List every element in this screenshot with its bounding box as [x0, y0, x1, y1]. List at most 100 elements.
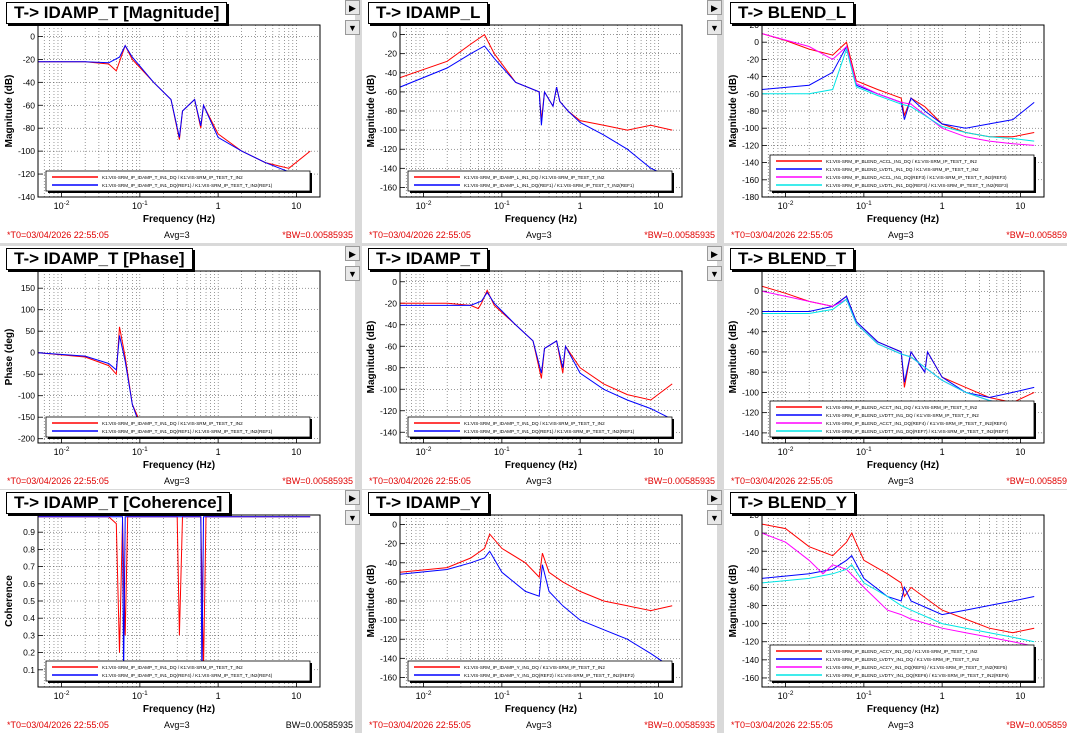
y-tick-label: -100	[742, 619, 759, 629]
series-line-1	[762, 285, 1035, 404]
panel-arrow-right-button[interactable]: ▶	[707, 246, 722, 261]
x-tick-label: 10	[1015, 447, 1025, 457]
series-line-4	[762, 564, 1035, 643]
y-tick-label: 20	[750, 20, 760, 30]
y-tick-label: -150	[18, 412, 35, 422]
plot-panel-p1[interactable]: 0 -20 -40 -60 -80 -100 -120 -140 10-2 10-1 1 10 K1:V…	[0, 0, 355, 243]
y-tick-label: -160	[742, 175, 759, 185]
y-tick-label: -20	[385, 298, 398, 308]
series-line-2	[38, 516, 311, 679]
panel-arrow-right-button[interactable]: ▶	[345, 0, 360, 15]
footer-bw: *BW=0.00585935	[644, 476, 715, 486]
chart-svg: 0.1 0.2 0.3 0.4 0.5 0.6 0.7 0.8 0.9 10-2 10-1 1 10 K1…	[4, 514, 321, 715]
y-tick-label: -120	[742, 408, 759, 418]
x-tick-label: 1	[578, 691, 583, 701]
y-tick-label: -40	[385, 558, 398, 568]
y-tick-label: -50	[23, 369, 36, 379]
y-tick-label: -140	[380, 653, 397, 663]
series-group	[400, 33, 673, 179]
x-axis-label: Frequency (Hz)	[143, 214, 215, 225]
y-tick-label: -80	[385, 106, 398, 116]
y-tick-label: -20	[747, 546, 760, 556]
panel-arrow-down-button[interactable]: ▼	[707, 510, 722, 525]
panel-arrow-down-button[interactable]: ▼	[707, 20, 722, 35]
x-tick-label: 10-1	[856, 200, 872, 211]
legend-entry: K1:VIS-SRM_IP_IDAMP_T_IN1_DQ / K1:VIS-SR…	[102, 665, 243, 670]
y-tick-label: 0	[392, 520, 397, 530]
y-tick-label: -120	[380, 634, 397, 644]
panel-arrow-right-button[interactable]: ▶	[707, 0, 722, 15]
series-group	[762, 285, 1035, 406]
y-tick-label: -60	[747, 347, 760, 357]
plot-panel-p8[interactable]: 0 -20 -40 -60 -80 -100 -120 -140 -160 10-2 10-1 1 10…	[362, 490, 717, 733]
plot-frame	[399, 270, 683, 444]
panel-arrow-down-button[interactable]: ▼	[345, 20, 360, 35]
x-tick-label: 10-2	[54, 446, 70, 457]
y-tick-label: 150	[21, 283, 35, 293]
series-line-2	[38, 44, 311, 184]
x-tick-label: 10	[1015, 691, 1025, 701]
grid-lines	[399, 25, 683, 197]
series-group	[762, 33, 1035, 146]
panel-arrow-down-button[interactable]: ▼	[345, 510, 360, 525]
footer-avg: Avg=3	[164, 230, 190, 240]
plot-panel-p5[interactable]: 0 -20 -40 -60 -80 -100 -120 -140 10-2 10-1 1 10 K1:V…	[362, 246, 717, 489]
y-tick-label: -40	[385, 320, 398, 330]
plot-frame	[399, 24, 683, 198]
y-tick-label: -80	[747, 106, 760, 116]
plot-panel-p9[interactable]: 20 0 -20 -40 -60 -80 -100 -120 -140 -160 10-2 10-1 1…	[724, 490, 1067, 733]
legend-entry: K1:VIS-SRM_IP_BLEND_ACCL_IN1_DQ / K1:VIS…	[826, 159, 977, 164]
y-tick-label: 0.9	[23, 527, 35, 537]
plot-frame	[37, 514, 321, 688]
footer-bw: *BW=0.00585935	[1006, 720, 1067, 730]
chart-svg: 0 -20 -40 -60 -80 -100 -120 -140 10-2 10-1 1 10 K1:V…	[4, 24, 321, 225]
y-tick-label: 0.5	[23, 596, 35, 606]
y-tick-label: 0.1	[23, 665, 35, 675]
y-tick-label: -80	[385, 363, 398, 373]
panel-arrow-down-button[interactable]: ▼	[345, 266, 360, 281]
y-axis-label: Magnitude (dB)	[366, 75, 377, 148]
chart-title: T-> BLEND_Y	[730, 492, 856, 514]
x-tick-label: 1	[940, 447, 945, 457]
series-line-3	[762, 532, 1035, 647]
plot-panel-p7[interactable]: 0.1 0.2 0.3 0.4 0.5 0.6 0.7 0.8 0.9 10-2 10-1 1 10 K1…	[0, 490, 355, 733]
y-axis-label: Coherence	[4, 575, 15, 627]
series-line-2	[762, 45, 1035, 129]
legend-entry: K1:VIS-SRM_IP_BLEND_LVDTT_IN1_DQ / K1:VI…	[826, 413, 979, 418]
legend-box	[407, 416, 673, 438]
y-tick-label: -80	[23, 123, 36, 133]
x-tick-label: 10	[291, 201, 301, 211]
y-tick-label: 0	[754, 528, 759, 538]
y-tick-label: -120	[742, 637, 759, 647]
y-tick-label: -140	[742, 158, 759, 168]
panel-arrow-down-button[interactable]: ▼	[707, 266, 722, 281]
series-line-2	[38, 335, 141, 426]
x-tick-label: 10-1	[856, 690, 872, 701]
panel-arrow-right-button[interactable]: ▶	[707, 490, 722, 505]
y-tick-label: 20	[750, 510, 760, 520]
y-tick-label: -100	[742, 387, 759, 397]
series-group	[38, 516, 311, 679]
legend-entry: K1:VIS-SRM_IP_BLEND_LVDTY_IN1_DQ / K1:VI…	[826, 657, 980, 662]
footer-t0: *T0=03/04/2026 22:55:05	[7, 720, 109, 730]
y-tick-label: -40	[747, 564, 760, 574]
chart-title: T-> IDAMP_L	[368, 2, 489, 24]
x-axis-label: Frequency (Hz)	[867, 704, 939, 715]
y-tick-label: 0	[30, 348, 35, 358]
y-tick-label: -40	[23, 77, 36, 87]
series-line-3	[762, 33, 1035, 146]
legend-entry: K1:VIS-SRM_IP_BLEND_ACCY_IN1_DQ / K1:VIS…	[826, 649, 978, 654]
x-tick-label: 10-2	[778, 690, 794, 701]
panel-arrow-right-button[interactable]: ▶	[345, 490, 360, 505]
y-tick-label: 0	[754, 286, 759, 296]
series-line-2	[400, 45, 673, 179]
legend-entry: K1:VIS-SRM_IP_IDAMP_T_IN1_DQ(REF1) / K1:…	[102, 183, 273, 188]
x-tick-label: 1	[216, 447, 221, 457]
panel-arrow-right-button[interactable]: ▶	[345, 246, 360, 261]
plot-panel-p6[interactable]: 0 -20 -40 -60 -80 -100 -120 -140 10-2 10-1 1 10 K1:V…	[724, 246, 1067, 489]
x-axis-label: Frequency (Hz)	[143, 460, 215, 471]
plot-panel-p2[interactable]: 0 -20 -40 -60 -80 -100 -120 -140 -160 10-2 10-1 1 10…	[362, 0, 717, 243]
plot-panel-p3[interactable]: 20 0 -20 -40 -60 -80 -100 -120 -140 -160 -180 10-2 1…	[724, 0, 1067, 243]
legend-box	[45, 170, 311, 192]
plot-panel-p4[interactable]: 150 100 50 0 -50 -100 -150 -200 10-2 10-1 1 10 K1:VI…	[0, 246, 355, 489]
